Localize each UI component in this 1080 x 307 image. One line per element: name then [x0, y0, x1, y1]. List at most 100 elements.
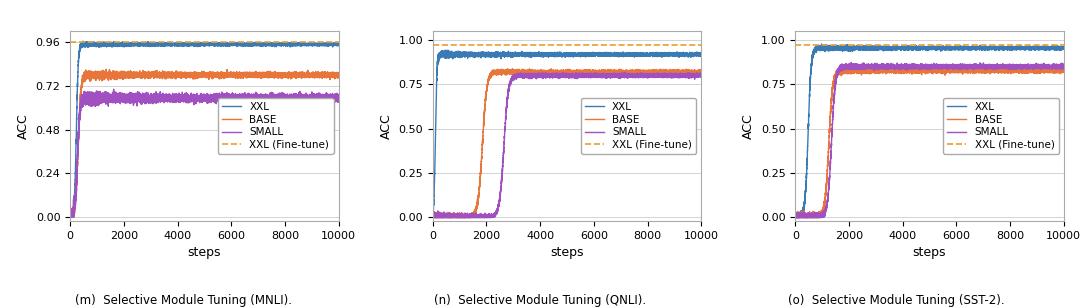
SMALL: [427, 216, 440, 219]
BASE: [427, 216, 440, 219]
BASE: [117, 73, 130, 77]
XXL: [92, 42, 105, 46]
Text: (m)  Selective Module Tuning (MNLI).: (m) Selective Module Tuning (MNLI).: [76, 294, 292, 307]
BASE: [816, 208, 829, 212]
XXL: [608, 53, 621, 56]
BASE: [249, 73, 262, 77]
XXL: [64, 214, 77, 217]
SMALL: [608, 74, 621, 77]
SMALL: [64, 216, 77, 219]
Legend: XXL, BASE, SMALL, XXL (Fine-tune): XXL, BASE, SMALL, XXL (Fine-tune): [218, 98, 334, 154]
XXL: [815, 42, 828, 46]
BASE: [320, 71, 333, 75]
SMALL: [245, 95, 258, 99]
BASE: [220, 74, 233, 78]
SMALL: [788, 211, 801, 215]
XXL: [220, 42, 233, 46]
Legend: XXL, BASE, SMALL, XXL (Fine-tune): XXL, BASE, SMALL, XXL (Fine-tune): [581, 98, 697, 154]
BASE: [694, 69, 707, 73]
SMALL: [619, 71, 632, 74]
BASE: [64, 216, 77, 219]
XXL: [841, 47, 854, 51]
XXL (Fine-tune): [788, 44, 801, 47]
SMALL: [117, 97, 130, 100]
SMALL: [1057, 64, 1070, 68]
XXL: [245, 43, 258, 47]
BASE: [333, 73, 346, 76]
SMALL: [107, 87, 120, 91]
SMALL: [681, 74, 694, 77]
XXL (Fine-tune): [64, 40, 77, 44]
BASE: [861, 64, 874, 68]
BASE: [583, 68, 596, 72]
Y-axis label: ACC: ACC: [380, 113, 393, 139]
SMALL: [611, 74, 624, 78]
Legend: XXL, BASE, SMALL, XXL (Fine-tune): XXL, BASE, SMALL, XXL (Fine-tune): [943, 98, 1058, 154]
BASE: [454, 216, 467, 219]
Line: BASE: BASE: [70, 69, 339, 217]
BASE: [1057, 69, 1070, 73]
XXL: [427, 213, 440, 217]
BASE: [681, 71, 694, 74]
XXL: [454, 50, 467, 54]
BASE: [501, 67, 514, 71]
Line: XXL: XXL: [433, 50, 701, 215]
XXL: [333, 43, 346, 47]
Line: SMALL: SMALL: [70, 89, 339, 217]
X-axis label: steps: steps: [188, 246, 221, 259]
SMALL: [454, 215, 467, 218]
BASE: [99, 68, 112, 71]
Line: SMALL: SMALL: [795, 63, 1064, 217]
SMALL: [816, 210, 829, 213]
XXL (Fine-tune): [427, 44, 440, 47]
Line: BASE: BASE: [795, 66, 1064, 217]
BASE: [611, 71, 624, 75]
XXL: [427, 210, 440, 214]
SMALL: [845, 61, 858, 64]
XXL: [611, 53, 624, 57]
XXL: [946, 48, 959, 52]
SMALL: [946, 64, 959, 68]
BASE: [1044, 69, 1057, 72]
Line: XXL: XXL: [70, 41, 339, 217]
XXL (Fine-tune): [427, 44, 440, 47]
BASE: [946, 69, 959, 73]
XXL: [816, 45, 829, 49]
SMALL: [220, 99, 233, 103]
XXL (Fine-tune): [788, 44, 801, 47]
BASE: [245, 74, 258, 78]
XXL: [681, 53, 694, 56]
XXL: [788, 214, 801, 218]
XXL: [788, 216, 801, 219]
SMALL: [427, 213, 440, 217]
XXL: [583, 52, 596, 56]
BASE: [841, 69, 854, 73]
BASE: [92, 76, 105, 80]
SMALL: [478, 214, 491, 218]
BASE: [974, 70, 987, 73]
Text: (o)  Selective Module Tuning (SST-2).: (o) Selective Module Tuning (SST-2).: [788, 294, 1004, 307]
XXL: [971, 47, 984, 51]
BASE: [64, 215, 77, 219]
XXL: [77, 39, 90, 43]
SMALL: [974, 64, 987, 67]
Line: SMALL: SMALL: [433, 72, 701, 217]
Line: BASE: BASE: [433, 69, 701, 217]
SMALL: [91, 96, 104, 99]
BASE: [427, 213, 440, 217]
XXL: [974, 45, 987, 49]
SMALL: [320, 97, 333, 100]
XXL: [478, 55, 491, 59]
XXL: [1057, 47, 1070, 51]
SMALL: [788, 216, 801, 219]
SMALL: [841, 64, 854, 68]
XXL: [249, 42, 262, 46]
Y-axis label: ACC: ACC: [742, 113, 755, 139]
X-axis label: steps: steps: [550, 246, 584, 259]
Line: XXL: XXL: [795, 44, 1064, 217]
BASE: [608, 70, 621, 74]
SMALL: [971, 64, 984, 68]
XXL: [64, 216, 77, 219]
SMALL: [249, 98, 262, 101]
BASE: [971, 68, 984, 72]
